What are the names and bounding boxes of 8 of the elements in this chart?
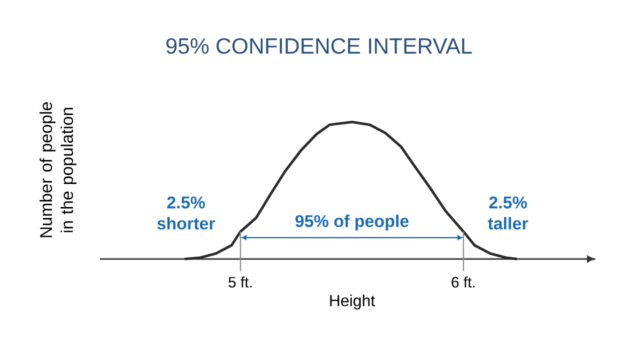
annotation: 2.5% shorter xyxy=(157,196,216,230)
chart-title: 95% CONFIDENCE INTERVAL xyxy=(166,38,472,54)
x-tick-label: 6 ft. xyxy=(452,276,475,288)
annotation: 95% of people xyxy=(295,214,409,230)
x-axis-title: Height xyxy=(330,294,375,310)
y-axis-title: Number of people in the population xyxy=(40,102,76,238)
annotation: 2.5% taller xyxy=(488,196,528,230)
x-tick-label: 5 ft. xyxy=(228,276,252,288)
